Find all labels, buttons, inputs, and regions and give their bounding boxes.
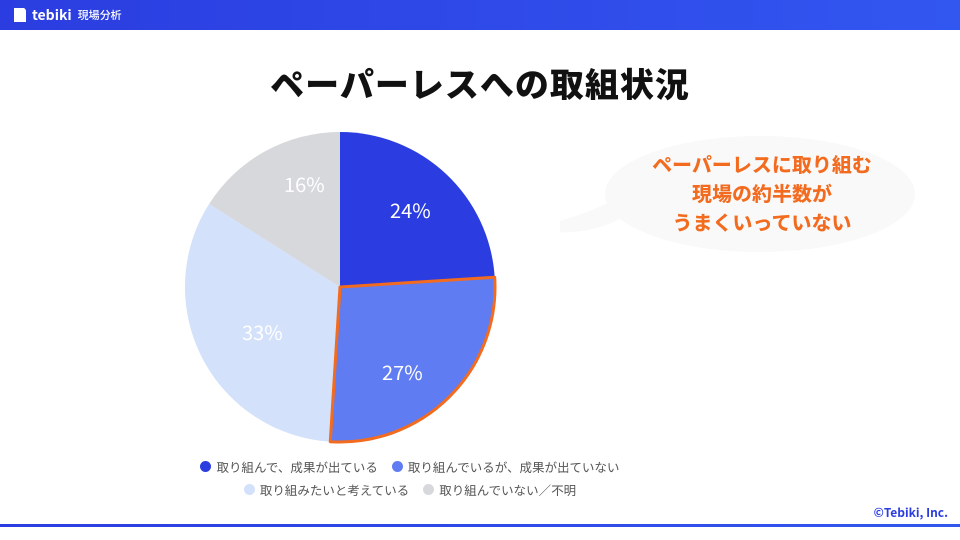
legend-label: 取り組んで、成果が出ている xyxy=(216,457,377,476)
chart-area: 24% 27% 33% 16% ペーパーレスに取り組む現場の約半数がうまくいっていない… xyxy=(0,107,960,527)
legend-swatch xyxy=(244,484,255,495)
legend-row-2: 取り組みたいと考えている 取り組んでいない／不明 xyxy=(170,480,650,499)
pie-slice-label: 27% xyxy=(382,357,423,386)
brand-logo: tebiki 現場分析 xyxy=(14,5,122,25)
legend-swatch xyxy=(423,484,434,495)
logo-icon xyxy=(14,8,26,22)
header-bar: tebiki 現場分析 xyxy=(0,0,960,30)
pie-chart: 24% 27% 33% 16% xyxy=(180,127,500,447)
pie-slice-label: 24% xyxy=(390,195,431,224)
callout: ペーパーレスに取り組む現場の約半数がうまくいっていない xyxy=(560,129,920,284)
brand-subtitle: 現場分析 xyxy=(78,7,122,23)
callout-text: ペーパーレスに取り組む現場の約半数がうまくいっていない xyxy=(612,149,912,236)
pie-slice-label: 16% xyxy=(284,169,325,198)
legend-label: 取り組んでいるが、成果が出ていない xyxy=(408,457,620,476)
pie-slice-label: 33% xyxy=(242,317,283,346)
page-title: ペーパーレスへの取組状況 xyxy=(0,58,960,107)
pie-svg xyxy=(180,127,500,447)
footer-accent-line xyxy=(0,524,960,527)
legend-swatch xyxy=(392,461,403,472)
legend-label: 取り組んでいない／不明 xyxy=(439,480,576,499)
legend-item: 取り組んで、成果が出ている xyxy=(200,457,377,476)
legend-item: 取り組んでいない／不明 xyxy=(423,480,576,499)
legend-swatch xyxy=(200,461,211,472)
brand-name: tebiki xyxy=(32,5,72,25)
legend-row-1: 取り組んで、成果が出ている 取り組んでいるが、成果が出ていない xyxy=(170,457,650,476)
legend-item: 取り組んでいるが、成果が出ていない xyxy=(392,457,620,476)
footer-copyright: ©Tebiki, Inc. xyxy=(874,504,948,521)
legend: 取り組んで、成果が出ている 取り組んでいるが、成果が出ていない 取り組みたいと考… xyxy=(170,457,650,503)
legend-label: 取り組みたいと考えている xyxy=(260,480,409,499)
legend-item: 取り組みたいと考えている xyxy=(244,480,409,499)
